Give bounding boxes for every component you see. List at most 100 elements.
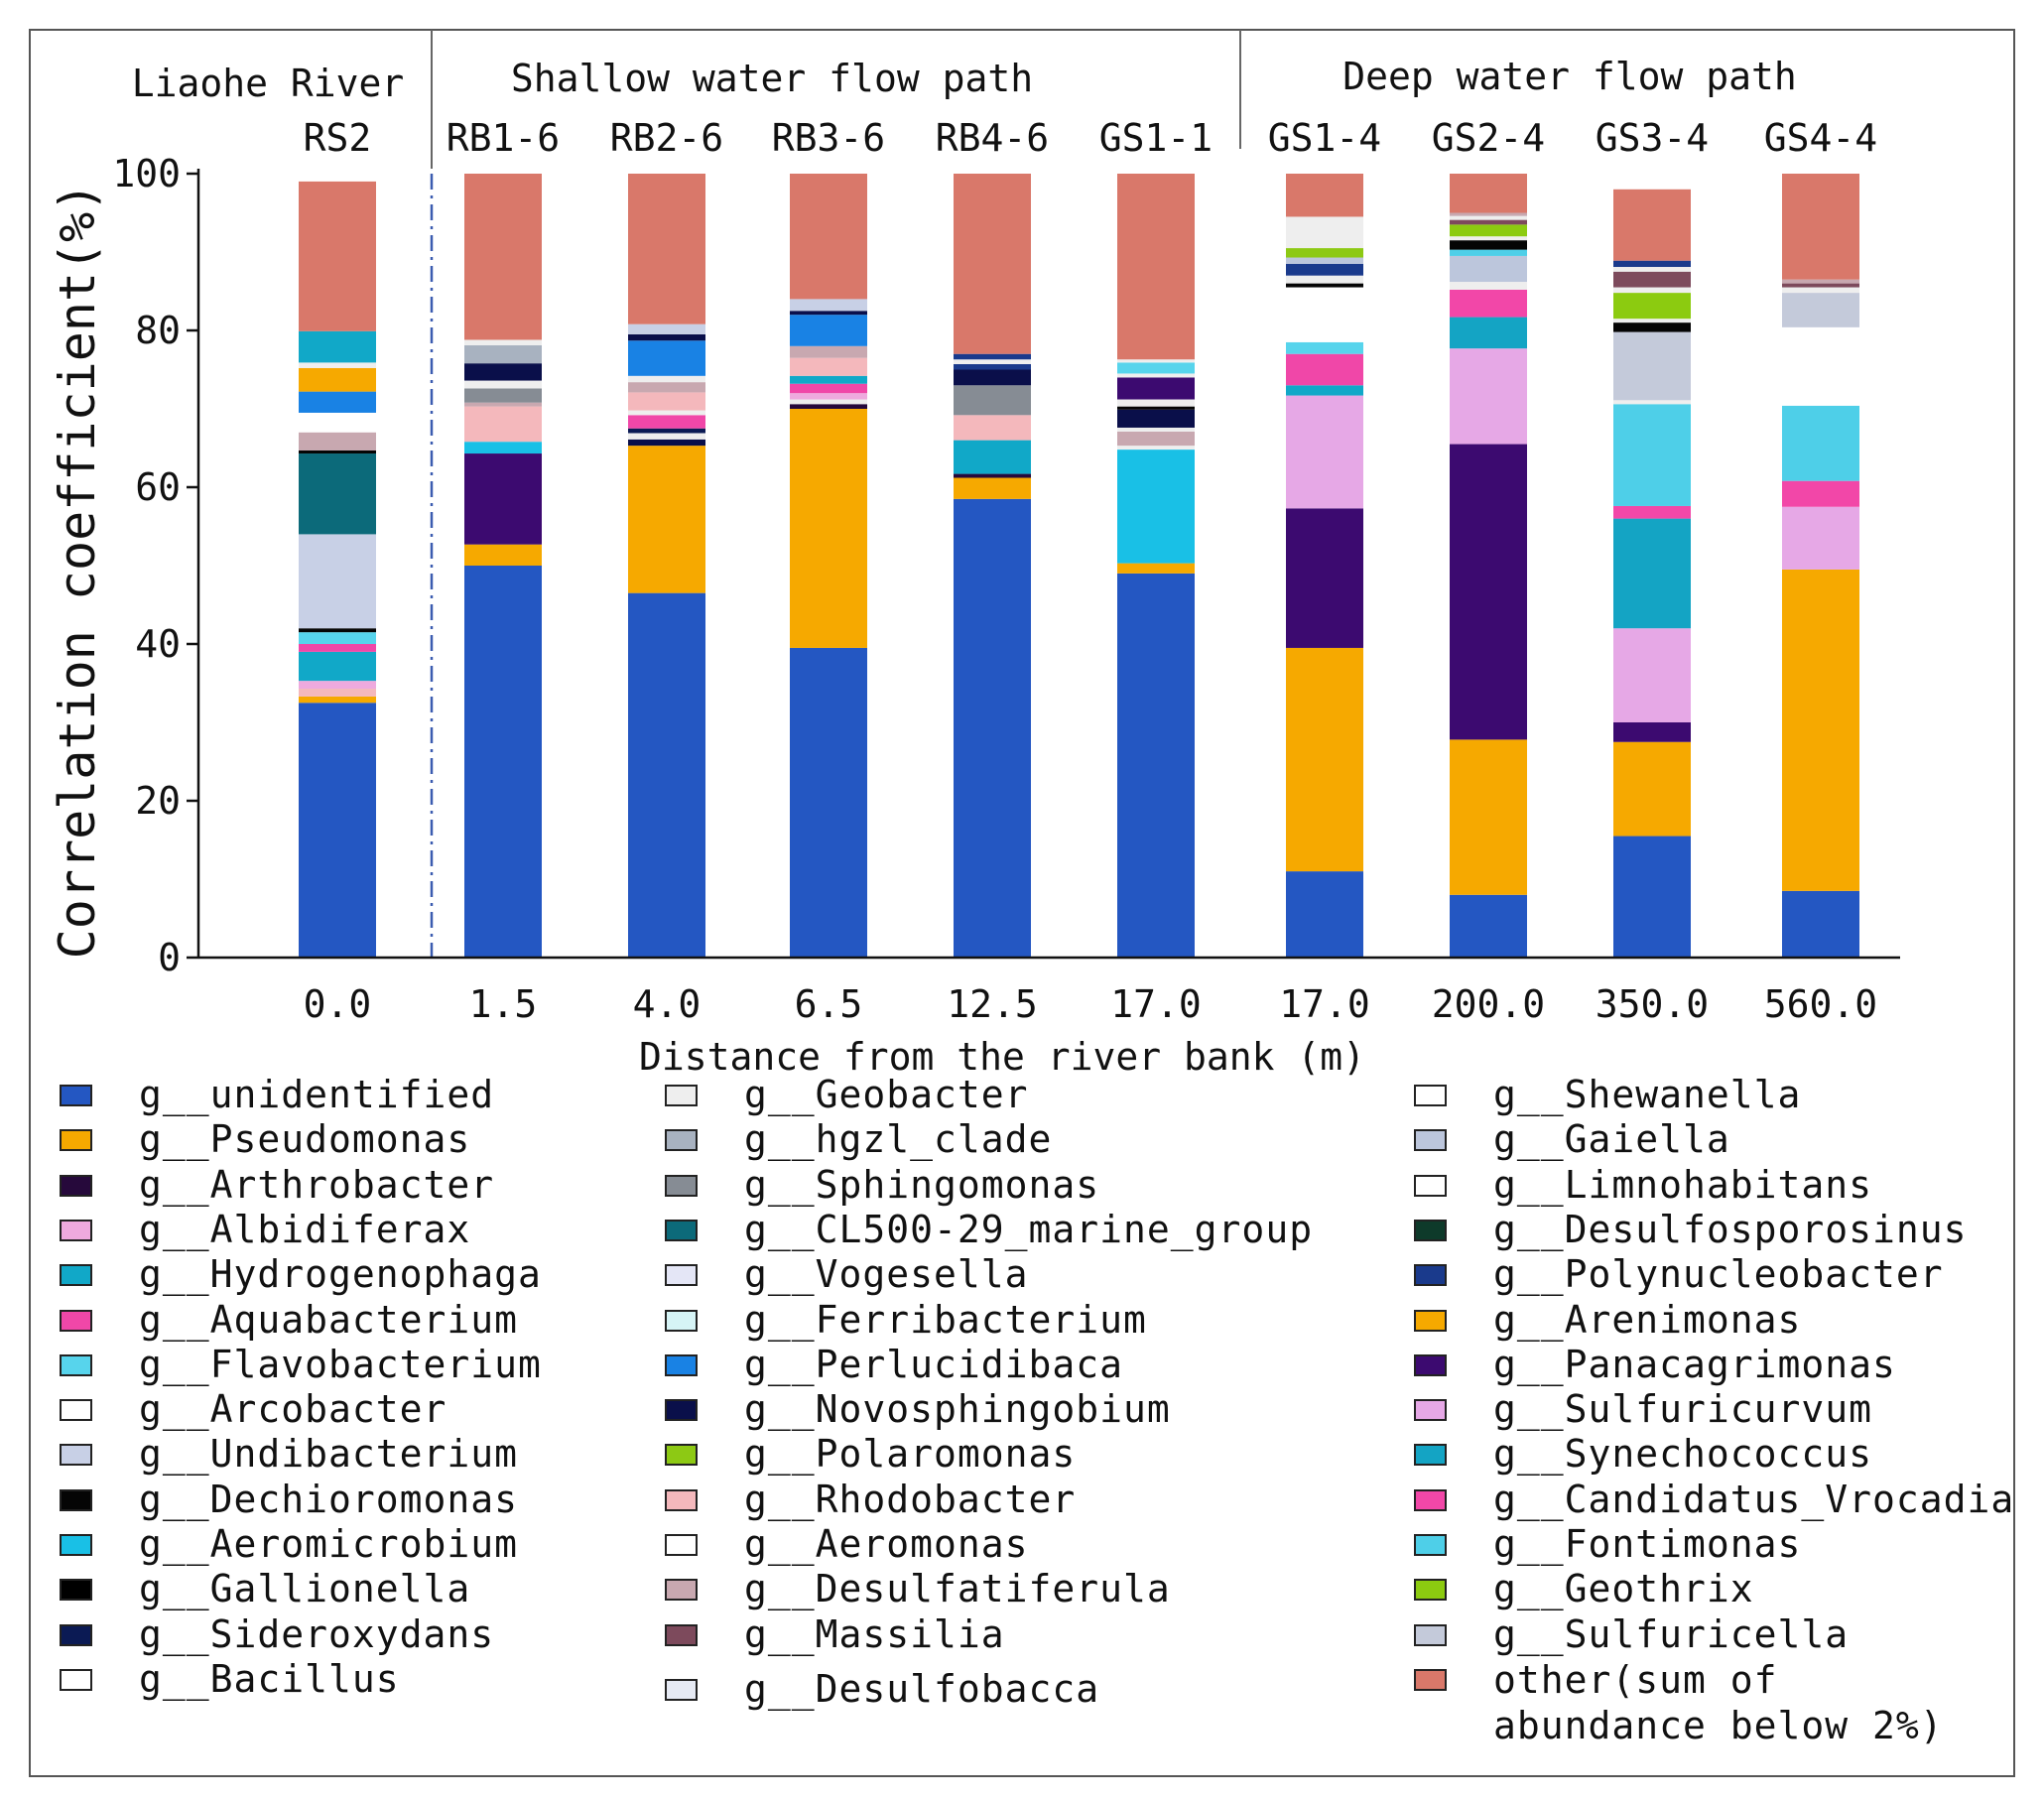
legend-swatch [60, 1129, 92, 1152]
legend-label: g__Perlucidibaca [744, 1342, 1124, 1386]
legend-label: g__Shewanella [1493, 1073, 1802, 1116]
bar-segment-gs4-4-fontimonas [1782, 405, 1859, 481]
legend-label: g__Dechioromonas [139, 1477, 519, 1521]
bar-segment-gs1-1-geobacter [1117, 359, 1195, 363]
legend-swatch [665, 1085, 698, 1106]
y-tick-label-60: 60 [135, 465, 181, 509]
legend-label: g__Limnohabitans [1493, 1162, 1873, 1207]
bar-segment-gs2-4-arenimonas [1450, 739, 1527, 895]
bar-segment-rs2-albidiferax [299, 681, 376, 690]
legend-swatch [665, 1399, 698, 1422]
sample-label-gs1-4: GS1-4 [1268, 116, 1381, 160]
bar-segment-rs2-unidentified [299, 703, 376, 958]
sample-label-gs2-4: GS2-4 [1432, 116, 1545, 160]
bar-segment-gs1-4-dechloromonas [1286, 283, 1363, 288]
legend-swatch [60, 1085, 92, 1106]
sample-label-rb2-6: RB2-6 [610, 116, 723, 160]
bar-segment-rb3-6-geobacter [790, 399, 867, 405]
legend-label: g__Sulfuricurvum [1493, 1387, 1873, 1432]
bar-segment-gs2-4-massilia [1450, 219, 1527, 225]
legend-label: g__Arthrobacter [139, 1162, 495, 1207]
bar-segment-rb1-6-pseudomonas [464, 544, 542, 566]
bar-segment-gs1-4-geobacter [1286, 216, 1363, 249]
legend-label: g__Arcobacter [139, 1387, 447, 1432]
bar-segment-rb2-6-sideroxydans [628, 428, 705, 434]
bar-segment-rb1-6-geobacter [464, 380, 542, 389]
legend-label: g__Undibacterium [139, 1432, 519, 1477]
bar-segment-gs3-4-polynucleobacter [1613, 260, 1691, 268]
x-tick-label-rb1-6: 1.5 [469, 982, 538, 1026]
legend-swatch [60, 1488, 92, 1511]
legend-label: g__Geothrix [1493, 1567, 1754, 1611]
bar-segment-rb2-6-geobacter [628, 375, 705, 383]
bar-segment-gs1-1-dechloromonas [1117, 406, 1195, 410]
legend-swatch [1414, 1353, 1447, 1376]
bar-segment-gs1-1-novosphingobium [1117, 409, 1195, 428]
legend-swatch [665, 1579, 698, 1602]
bar-segment-rs2-dechloromonas [299, 628, 376, 633]
bar-segment-gs1-4-geobacter [1286, 275, 1363, 284]
bar-segment-rb4-6-polynucleobacter [954, 363, 1031, 370]
legend-label: g__Flavobacterium [139, 1342, 542, 1386]
bar-segment-gs3-4-other [1613, 189, 1691, 261]
bar-segment-gs1-1-geobacter [1117, 427, 1195, 432]
legend-swatch [665, 1678, 698, 1701]
bar-segment-rs2-rhodobacter [299, 689, 376, 697]
legend-label: g__unidentified [139, 1073, 495, 1116]
bar-segment-rb2-6-novosphingobium [628, 333, 705, 341]
bar-segment-rb2-6-novosphingobium [628, 439, 705, 447]
bar-segment-gs4-4-limnohabitans [1782, 326, 1859, 406]
legend-swatch [1414, 1129, 1447, 1152]
bar-segment-gs1-4-pseudomonas [1286, 647, 1363, 872]
group-label-1: Liaohe River [132, 62, 405, 105]
legend-swatch [665, 1174, 698, 1197]
bar-segment-gs1-4-polynucleobacter [1286, 263, 1363, 276]
bar-segment-rs2-geobacter [299, 362, 376, 368]
bar-segment-rb2-6-other [628, 174, 705, 324]
x-tick-label-rb4-6: 12.5 [947, 982, 1038, 1026]
legend-label: g__CL500-29_marine_group [744, 1207, 1314, 1251]
bar-segment-gs4-4-other [1782, 174, 1859, 280]
bar-segment-rb1-6-rhodobacter [464, 406, 542, 443]
x-tick-label-rs2: 0.0 [304, 982, 372, 1026]
legend-swatch [1414, 1174, 1447, 1197]
legend-label: g__Arenimonas [1493, 1297, 1802, 1342]
bar-segment-gs3-4-dechloromonas [1613, 322, 1691, 332]
sample-label-gs3-4: GS3-4 [1596, 116, 1709, 160]
bar-segment-gs3-4-geobacter [1613, 287, 1691, 294]
bar-segment-rb3-6-other [790, 174, 867, 300]
legend-swatch [665, 1488, 698, 1511]
bar-segment-gs1-4-unidentified [1286, 871, 1363, 958]
legend-swatch [60, 1399, 92, 1422]
y-tick-label-0: 0 [158, 936, 181, 979]
legend-label: g__Aquabacterium [139, 1297, 519, 1342]
bar-segment-gs1-1-other [1117, 174, 1195, 360]
bar-segment-gs4-4-desulfatiferula [1782, 279, 1859, 284]
bar-segment-rb4-6-pseudomonas [954, 477, 1031, 499]
bar-segment-gs3-4-geobacter [1613, 400, 1691, 405]
sample-label-rb4-6: RB4-6 [936, 116, 1049, 160]
bar-segment-rb3-6-novosphingobium [790, 311, 867, 316]
bar-segment-rs2-arcobacter [299, 412, 376, 433]
bar-segment-rs2-flavobacterium [299, 632, 376, 644]
bar-segment-rs2-hydrogenophaga [299, 651, 376, 682]
legend-swatch [665, 1309, 698, 1332]
legend-label: g__Albidiferax [139, 1207, 471, 1251]
bar-segment-gs2-4-synechococcus [1450, 317, 1527, 349]
bar-segment-gs2-4-panacagrimonas [1450, 444, 1527, 740]
bar-segment-rs2-desulfatiferula [299, 432, 376, 450]
bar-segment-gs3-4-massilia [1613, 271, 1691, 288]
bar-segment-rb4-6-unidentified [954, 498, 1031, 958]
bar-segment-rb1-6-unidentified [464, 566, 542, 958]
bar-segment-rb3-6-pseudomonas [790, 409, 867, 648]
bar-segment-rb1-6-panacagrimonas [464, 453, 542, 545]
legend-label: g__Sideroxydans [139, 1611, 495, 1656]
x-tick-label-gs3-4: 350.0 [1596, 982, 1709, 1026]
legend-label: g__Sulfuricella [1493, 1611, 1850, 1656]
legend-label: g__Polynucleobacter [1493, 1252, 1944, 1297]
bar-segment-rb4-6-sphingomonas [954, 385, 1031, 416]
bar-segment-rb4-6-geobacter [954, 359, 1031, 364]
sample-label-rb1-6: RB1-6 [447, 116, 560, 160]
legend-label: g__Gaiella [1493, 1117, 1730, 1162]
bar-segment-rs2-undibacterium [299, 534, 376, 629]
